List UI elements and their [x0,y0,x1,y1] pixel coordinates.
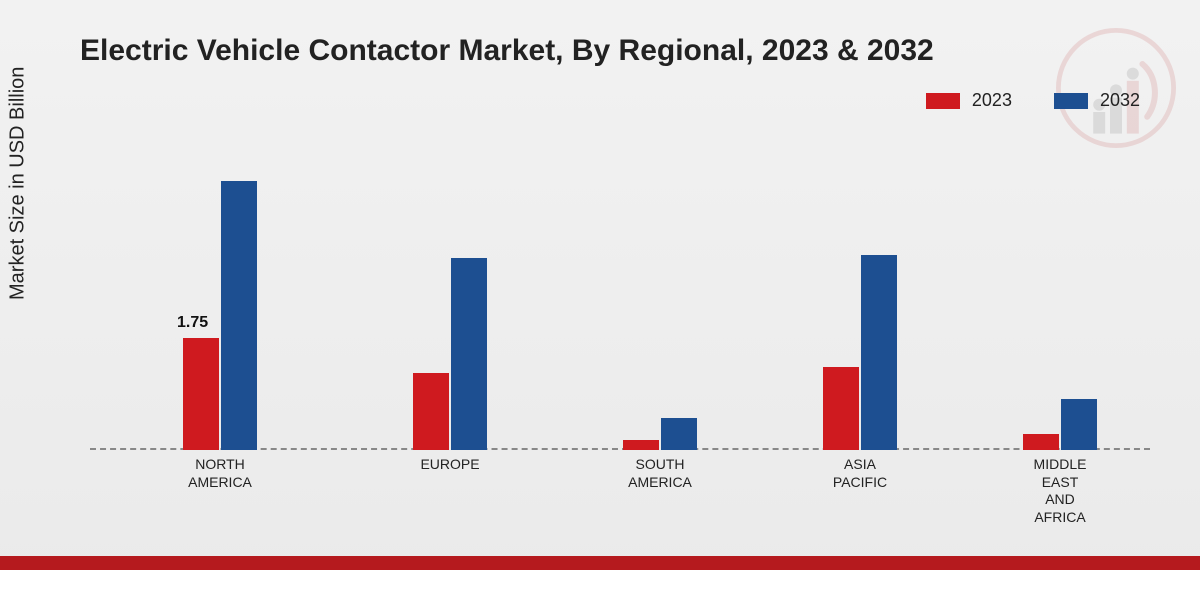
bar-2032 [1061,399,1097,450]
chart-page: Electric Vehicle Contactor Market, By Re… [0,0,1200,600]
x-tick-label: ASIA PACIFIC [833,456,887,491]
y-axis-label: Market Size in USD Billion [7,67,30,300]
legend-item-2023: 2023 [926,90,1012,111]
bar-2023 [623,440,659,450]
bar-2023 [1023,434,1059,450]
legend: 2023 2032 [926,90,1140,111]
plot-area: 1.75 [90,130,1150,450]
bar-2023 [183,338,219,450]
bar-2032 [451,258,487,450]
chart-title: Electric Vehicle Contactor Market, By Re… [80,34,934,68]
x-tick-label: SOUTH AMERICA [628,456,692,491]
legend-label-2032: 2032 [1100,90,1140,111]
bar-2032 [661,418,697,450]
x-tick-label: EUROPE [420,456,479,474]
bar-group [1023,399,1097,450]
x-tick-label: NORTH AMERICA [188,456,252,491]
legend-swatch-2023 [926,93,960,109]
bar-group [413,258,487,450]
bar-2023 [823,367,859,450]
bar-2032 [221,181,257,450]
legend-swatch-2032 [1054,93,1088,109]
bar-value-label: 1.75 [177,314,208,332]
x-axis-labels: NORTH AMERICA EUROPE SOUTH AMERICA ASIA PAC… [90,456,1150,536]
x-tick-label: MIDDLE EAST AND AFRICA [1034,456,1087,526]
bar-2032 [861,255,897,450]
bar-group [623,418,697,450]
legend-label-2023: 2023 [972,90,1012,111]
bar-2023 [413,373,449,450]
bar-group [823,255,897,450]
legend-item-2032: 2032 [1054,90,1140,111]
footer-stripe [0,570,1200,600]
